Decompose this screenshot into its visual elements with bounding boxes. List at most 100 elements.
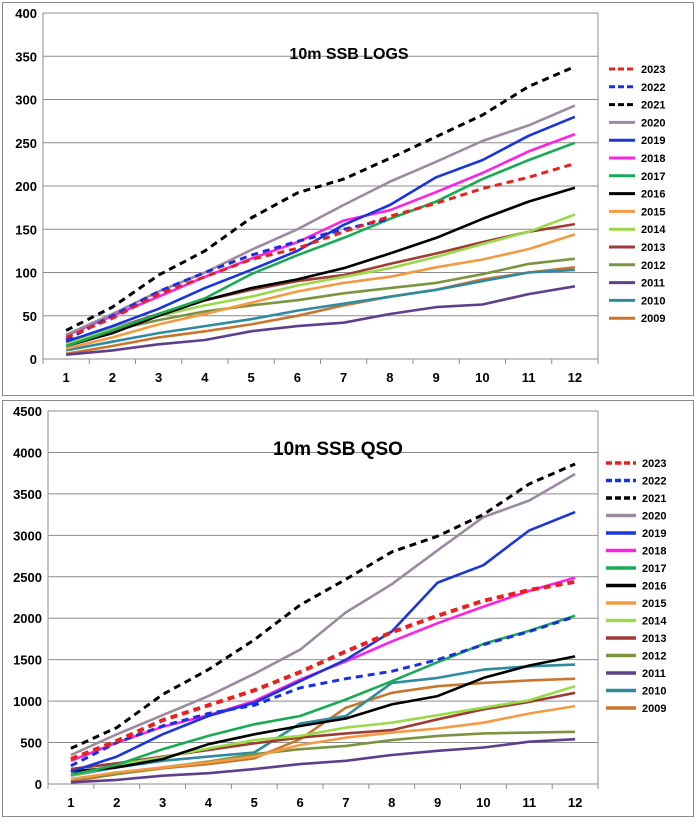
logs-legend-label-2011: 2011 [641,278,665,290]
qso-series-line-2019 [70,510,576,773]
logs-series-line-2016 [65,186,576,348]
qso-x-tick-label: 9 [434,795,441,810]
qso-chart-title: 10m SSB QSO [273,439,403,460]
qso-series-lines [70,462,576,784]
qso-x-tick-label: 11 [522,795,536,810]
logs-x-tick-label: 6 [294,370,301,385]
qso-series-line-2016 [70,655,576,773]
logs-series-line-2015 [65,233,576,350]
qso-y-tick-label: 0 [35,777,42,792]
qso-legend-label-2018: 2018 [642,546,666,558]
qso-legend-label-2022: 2022 [642,476,666,488]
logs-y-tick-label: 0 [30,352,37,367]
qso-y-tick-label: 3000 [13,528,42,543]
qso-legend: 2023 2022 2021 2020 2019 2018 2017 2016 2015 2014… [606,458,667,715]
logs-legend-label-2015: 2015 [641,206,665,218]
qso-series-line-2023 [70,579,576,761]
logs-x-tick-label: 4 [201,370,209,385]
qso-y-tick-label: 2000 [13,611,42,626]
qso-x-tick-label: 8 [388,795,395,810]
logs-x-tick-label: 8 [386,370,393,385]
qso-legend-label-2021: 2021 [642,493,666,505]
logs-legend-label-2022: 2022 [641,82,665,94]
qso-series-line-2017 [70,614,576,777]
qso-legend-label-2016: 2016 [642,581,666,593]
logs-series-line-2011 [65,285,576,356]
qso-y-tick-label: 1000 [13,694,42,709]
logs-series-line-2010 [65,268,575,352]
logs-legend: 2023 2022 2021 2020 2019 2018 2017 2016 2015 2014… [609,64,666,325]
qso-x-tick-label: 1 [67,795,74,810]
qso-y-tick-label: 500 [20,736,42,751]
logs-series-line-2021 [65,65,576,332]
logs-y-tick-label: 200 [15,179,37,194]
logs-legend-label-2014: 2014 [641,224,666,236]
logs-legend-label-2013: 2013 [641,242,665,254]
qso-y-tick-label: 3500 [13,487,42,502]
qso-x-tick-label: 5 [251,795,258,810]
qso-chart-panel: 0 500 1000 1500 2000 2500 3000 3500 4000 4500 1 2 3 4… [2,400,694,817]
qso-series-line-2011 [70,737,576,784]
qso-legend-label-2013: 2013 [642,633,666,645]
logs-x-tick-label: 7 [340,370,347,385]
logs-x-tick-label: 9 [433,370,440,385]
qso-legend-label-2019: 2019 [642,528,666,540]
qso-legend-label-2023: 2023 [642,458,666,470]
logs-y-tick-label: 100 [15,266,37,281]
logs-y-tick-label: 400 [15,6,37,21]
logs-x-tick-label: 10 [475,370,489,385]
qso-legend-label-2009: 2009 [642,703,666,715]
qso-x-tick-label: 6 [296,795,303,810]
logs-series-line-2018 [65,132,576,337]
logs-x-tick-label: 3 [155,370,162,385]
qso-x-tick-label: 12 [568,795,582,810]
qso-legend-label-2020: 2020 [642,511,666,523]
logs-series-line-2017 [65,141,576,348]
logs-legend-label-2021: 2021 [641,100,665,112]
logs-x-tick-label: 12 [568,370,582,385]
logs-legend-label-2019: 2019 [641,135,665,147]
qso-series-line-2015 [70,704,576,781]
qso-series-line-2020 [70,472,576,757]
logs-x-tick-label: 11 [522,370,536,385]
qso-x-tick-label: 3 [159,795,166,810]
logs-series-line-2012 [65,257,576,342]
logs-series-line-2019 [65,115,576,343]
logs-legend-label-2020: 2020 [641,117,665,129]
logs-x-tick-label: 5 [248,370,255,385]
logs-chart-title: 10m SSB LOGS [289,46,408,63]
logs-y-tick-label: 150 [15,222,37,237]
logs-y-tick-label: 350 [15,49,37,64]
logs-legend-label-2012: 2012 [641,260,665,272]
logs-y-tick-label: 50 [23,309,37,324]
qso-series-line-2021 [70,462,576,750]
logs-series-line-2009 [65,266,576,356]
logs-series-line-2020 [65,104,576,336]
qso-legend-label-2010: 2010 [642,686,666,698]
logs-legend-label-2010: 2010 [641,295,665,307]
qso-legend-label-2017: 2017 [642,563,666,575]
qso-series-line-2022 [70,615,576,768]
qso-x-tick-label: 4 [205,795,213,810]
qso-x-tick-label: 7 [342,795,349,810]
qso-x-tick-label: 10 [476,795,490,810]
logs-legend-label-2016: 2016 [641,189,665,201]
logs-x-tick-label: 1 [63,370,70,385]
logs-legend-label-2017: 2017 [641,171,665,183]
qso-series-line-2009 [70,677,576,783]
qso-y-tick-label: 1500 [13,653,42,668]
qso-legend-label-2015: 2015 [642,598,666,610]
logs-chart-panel: 0 50 100 150 200 250 300 350 400 1 2 3 4 5 6 7 8 9 10 11 12 1… [2,2,694,396]
logs-y-tick-label: 250 [15,136,37,151]
logs-x-tick-label: 2 [109,370,116,385]
qso-y-tick-label: 4500 [13,404,42,419]
qso-gridlines [47,410,599,789]
qso-x-tick-label: 2 [113,795,120,810]
qso-y-tick-label: 4000 [13,445,42,460]
qso-y-tick-label: 2500 [13,570,42,585]
qso-series-line-2010 [70,663,576,777]
qso-legend-label-2012: 2012 [642,651,666,663]
logs-legend-label-2009: 2009 [641,313,665,325]
